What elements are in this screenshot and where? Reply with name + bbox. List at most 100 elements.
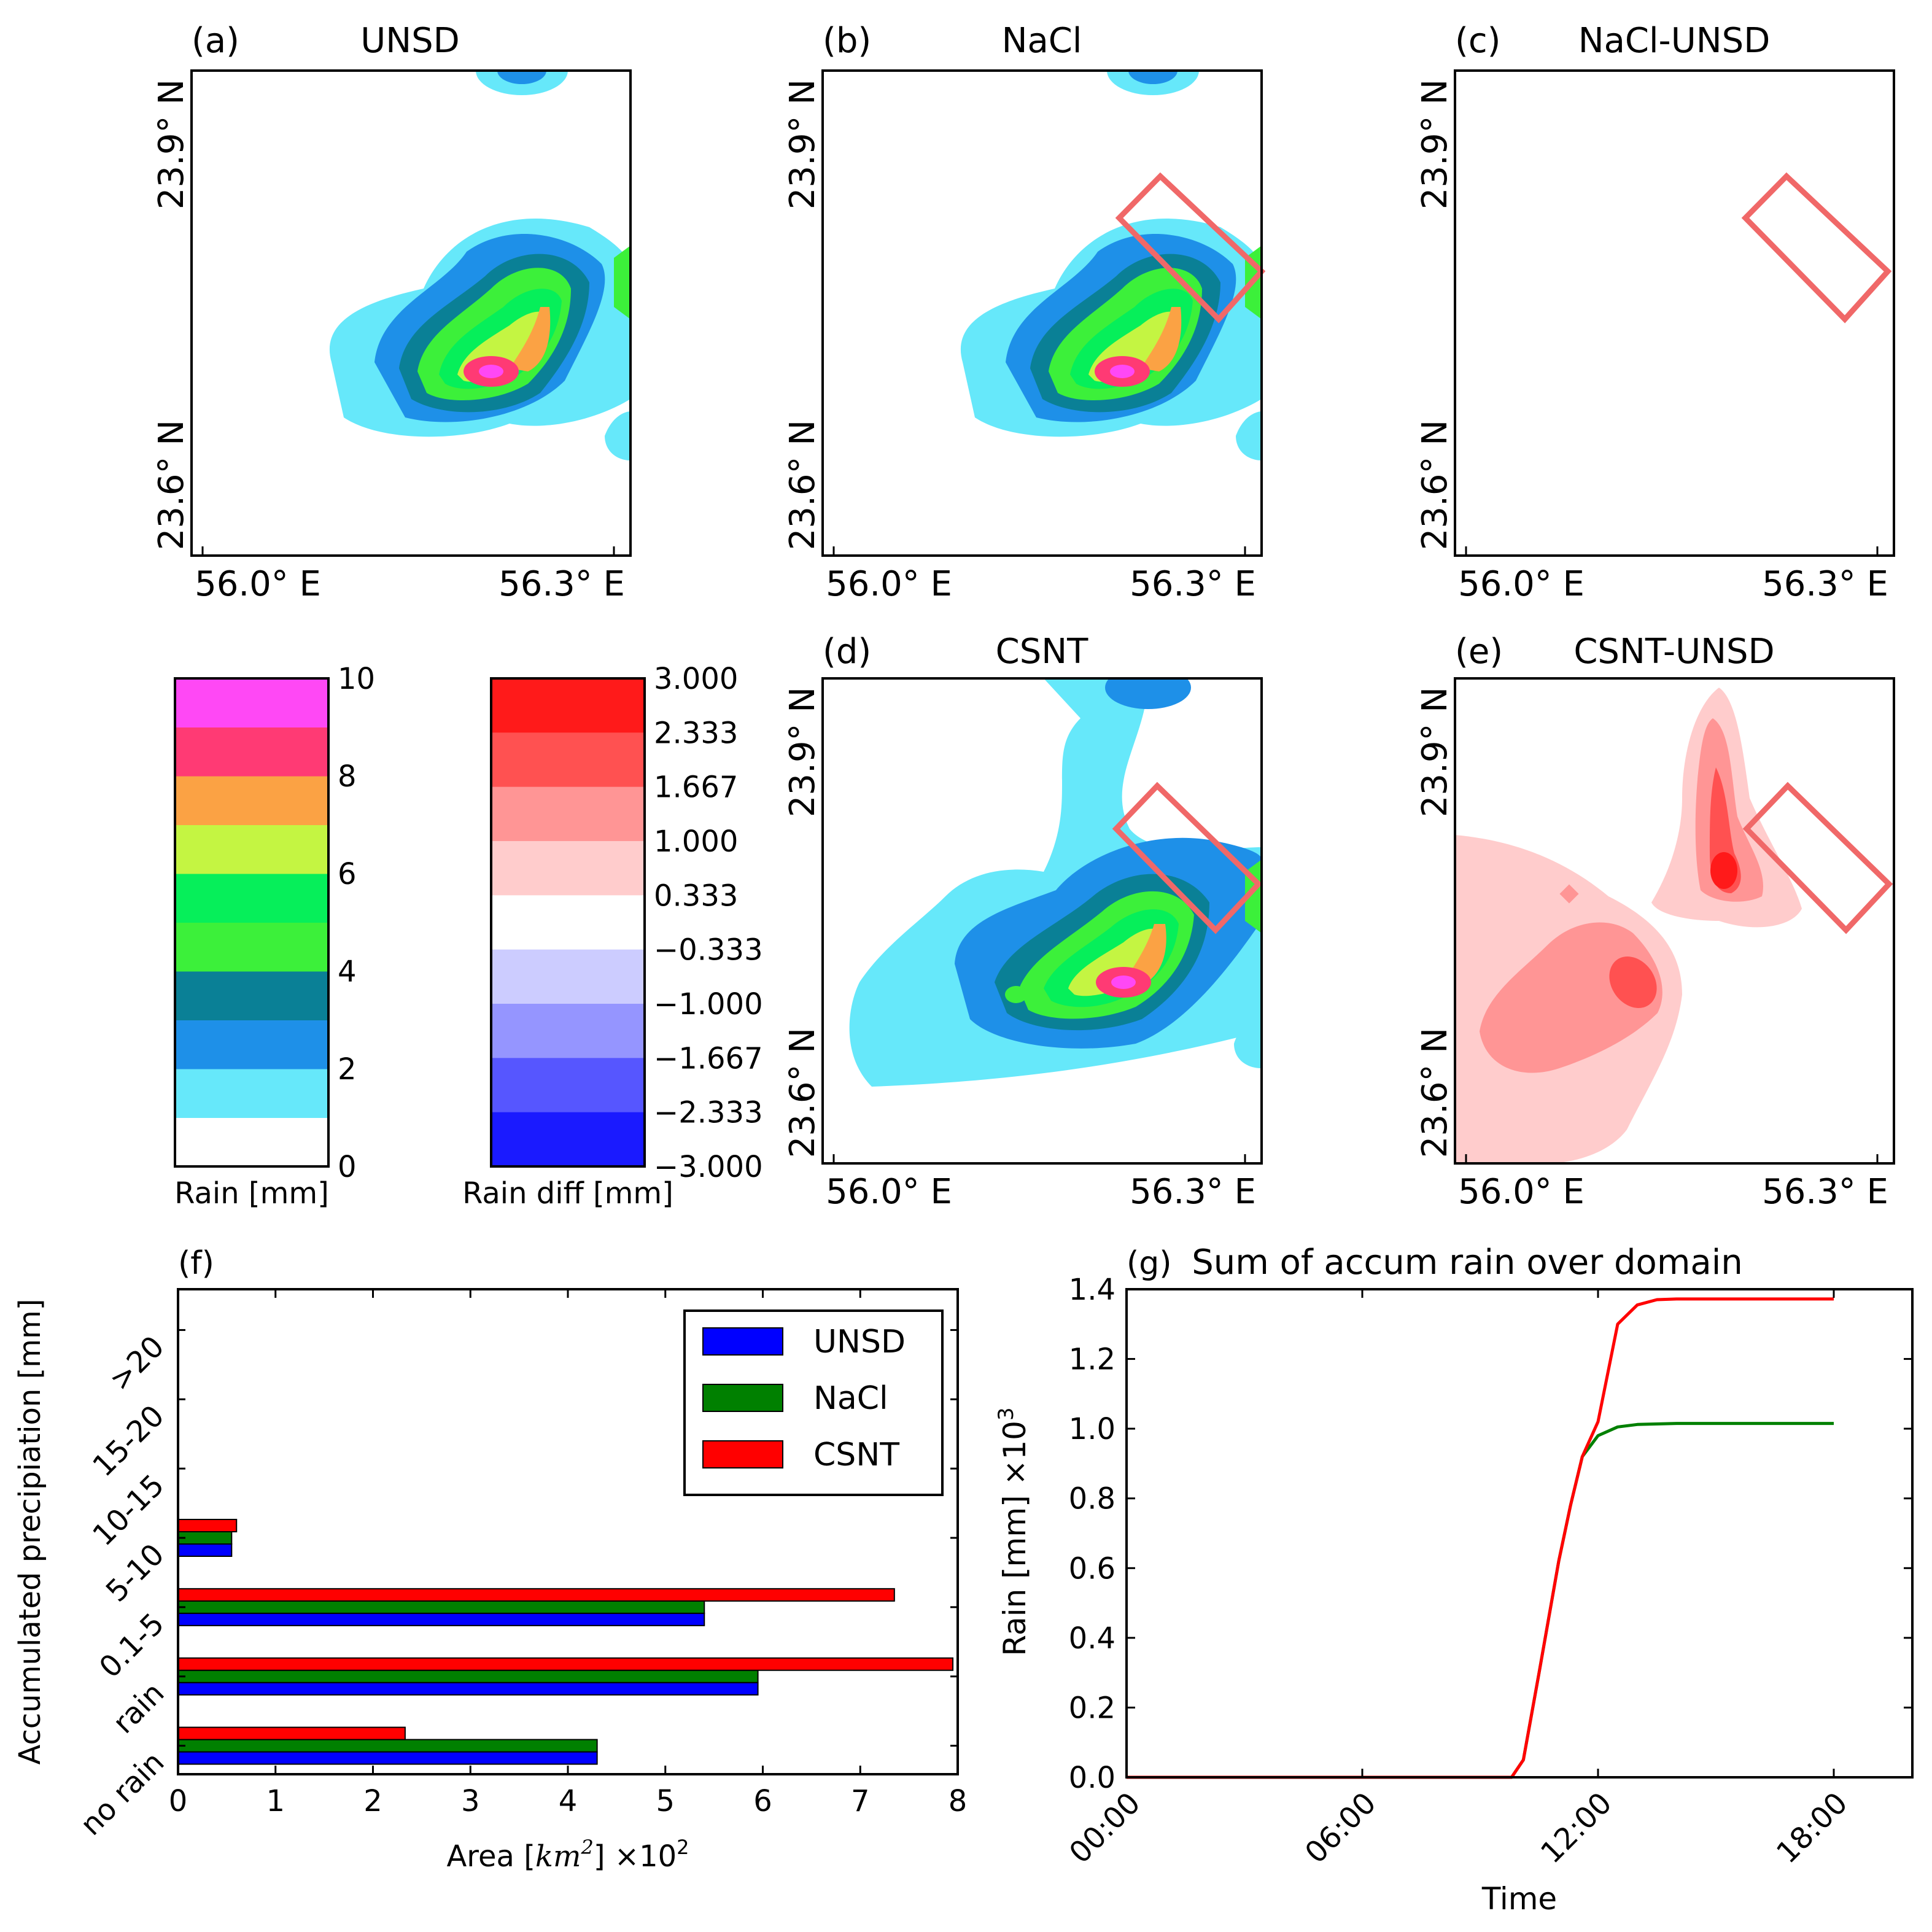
chart-g-ytick-label: 1.2 xyxy=(1069,1343,1115,1377)
bar-unsd-3 xyxy=(177,1543,233,1557)
chart-f-category-label: no rain xyxy=(74,1745,171,1842)
panel-d-tag: (d) xyxy=(823,632,871,672)
diff-colorbar-tick-label: −0.333 xyxy=(654,933,763,968)
chart-f-xlabel-scale: ] ×10 xyxy=(594,1839,677,1874)
chart-g-yticks: 0.0 0.2 0.4 0.6 0.8 1.0 1.2 1.4 xyxy=(1069,1273,1912,1795)
rain-contours-d xyxy=(849,678,1262,1087)
chart-g-title: Sum of accum rain over domain xyxy=(1192,1243,1743,1282)
panel-e-title: CSNT-UNSD xyxy=(1573,632,1774,672)
chart-f-xlabel-main: Area [ xyxy=(446,1839,535,1874)
diff-colorbar-block xyxy=(491,949,645,1004)
rain-colorbar-block xyxy=(175,727,328,777)
diff-colorbar-tick-label: 0.333 xyxy=(654,879,738,913)
chart-f-xlabel-unit: km xyxy=(535,1839,581,1874)
rain-colorbar-block xyxy=(175,1069,328,1118)
bar-csnt-0 xyxy=(177,1726,406,1740)
chart-f-tag: (f) xyxy=(178,1245,214,1282)
rain-colorbar: 0 2 4 6 8 10 Rain [mm] xyxy=(174,662,375,1211)
legend-items: UNSD NaCl CSNT xyxy=(702,1324,906,1473)
panel-e-tag: (e) xyxy=(1455,632,1503,672)
rain-colorbar-block xyxy=(175,874,328,923)
map-e-lon-1: 56.3° E xyxy=(1762,1172,1888,1212)
bar-unsd-0 xyxy=(177,1751,598,1765)
map-b-lat-0: 23.6° N xyxy=(783,420,823,550)
diff-colorbar-label: Rain diff [mm] xyxy=(462,1176,673,1211)
chart-f-xticks: 0 1 2 3 4 5 6 7 8 xyxy=(169,1289,967,1818)
chart-f-category-label: 0.1-5 xyxy=(93,1607,171,1685)
map-c-lon-1: 56.3° E xyxy=(1762,564,1888,604)
map-frame-b xyxy=(821,69,1263,557)
bar-nacl-1 xyxy=(177,1669,759,1683)
chart-g-ytick-label: 1.4 xyxy=(1069,1273,1115,1307)
panel-b-tag: (b) xyxy=(823,21,871,61)
chart-f-bars xyxy=(177,1519,954,1765)
chart-g-ytick-label: 0.4 xyxy=(1069,1621,1115,1656)
chart-g-xlabel: Time xyxy=(1481,1881,1557,1917)
diff-colorbar: 3.000 2.333 1.667 1.000 0.333 −0.333 −1.000 −1.… xyxy=(462,662,763,1211)
map-frame-c xyxy=(1454,69,1895,557)
chart-g-ytick-label: 0.0 xyxy=(1069,1761,1115,1795)
panel-c-tag: (c) xyxy=(1455,21,1500,61)
rain-colorbar-block xyxy=(175,678,328,727)
chart-g-tag: (g) xyxy=(1127,1245,1172,1282)
chart-f-category-label: >20 xyxy=(103,1329,171,1397)
legend-swatch-unsd xyxy=(702,1327,783,1356)
rain-colorbar-tick-label: 8 xyxy=(338,759,357,794)
bar-nacl-0 xyxy=(177,1739,598,1753)
map-d-lon-1: 56.3° E xyxy=(1130,1172,1256,1212)
bar-csnt-1 xyxy=(177,1657,954,1671)
map-a-lat-1: 23.9° N xyxy=(152,79,192,209)
diff-colorbar-tick-label: 1.000 xyxy=(654,824,738,859)
line-csnt xyxy=(1127,1297,1834,1779)
line-nacl xyxy=(1127,1422,1834,1779)
study-region-box-d xyxy=(1112,782,1263,934)
diff-colorbar-blocks xyxy=(491,678,645,1167)
chart-f-xtick-label: 2 xyxy=(363,1784,382,1818)
chart-g-frame xyxy=(1125,1288,1914,1779)
diff-colorbar-tick-label: 1.667 xyxy=(654,770,738,805)
map-d-lat-1: 23.9° N xyxy=(783,687,823,817)
chart-g-ytick-label: 1.0 xyxy=(1069,1412,1115,1446)
chart-f-xtick-label: 5 xyxy=(656,1784,675,1818)
chart-f-xtick-label: 1 xyxy=(266,1784,285,1818)
map-c-lat-0: 23.6° N xyxy=(1415,420,1455,550)
panel-c: (c) NaCl-UNSD 56.0° E 56.3° E 23.6° N 23… xyxy=(1415,21,1895,604)
diff-colorbar-frame xyxy=(490,677,646,1168)
study-region-box-c xyxy=(1741,172,1892,324)
study-region-box-e xyxy=(1742,782,1893,934)
panel-d: (d) CSNT 56.0° E 56.3° E 23.6° N 23.9° N xyxy=(783,632,1263,1212)
chart-g-ytick-label: 0.2 xyxy=(1069,1691,1115,1725)
chart-f-xtick-label: 4 xyxy=(559,1784,578,1818)
diff-colorbar-block xyxy=(491,1058,645,1113)
chart-f-xlabel-scale-exp: 2 xyxy=(677,1836,689,1859)
bar-nacl-2 xyxy=(177,1600,705,1614)
chart-g-xtick-label: 00:00 xyxy=(1063,1786,1147,1870)
map-d-lon-0: 56.0° E xyxy=(826,1172,952,1212)
legend-label-unsd: UNSD xyxy=(813,1324,906,1360)
panel-a: (a) UNSD 56.0° E 56.3° E 23.6° N 23.9° N xyxy=(152,21,632,604)
chart-g-plot xyxy=(1127,1297,1834,1779)
map-frame-e xyxy=(1454,677,1895,1165)
chart-f-category-label: 10-15 xyxy=(86,1468,171,1553)
map-d-lat-0: 23.6° N xyxy=(783,1028,823,1158)
diff-contours-e xyxy=(1455,688,1802,1163)
diff-colorbar-tick-label: 2.333 xyxy=(654,716,738,750)
rain-colorbar-label: Rain [mm] xyxy=(174,1176,329,1211)
rain-colorbar-block xyxy=(175,776,328,825)
diff-colorbar-tick-label: −3.000 xyxy=(654,1150,763,1184)
bar-csnt-3 xyxy=(177,1519,238,1532)
map-a-lon-1: 56.3° E xyxy=(499,564,625,604)
map-e-lon-0: 56.0° E xyxy=(1458,1172,1585,1212)
legend-swatch-nacl xyxy=(702,1384,783,1412)
legend-label-nacl: NaCl xyxy=(813,1380,888,1417)
chart-f-ylabel: Accumulated precipiation [mm] xyxy=(13,1299,47,1765)
bar-unsd-2 xyxy=(177,1612,705,1626)
rain-contours-a xyxy=(329,71,630,460)
panel-c-title: NaCl-UNSD xyxy=(1578,21,1771,61)
chart-f-category-label: 15-20 xyxy=(86,1399,171,1483)
rain-colorbar-block xyxy=(175,1117,328,1167)
map-frame-a xyxy=(190,69,632,557)
diff-colorbar-block xyxy=(491,841,645,896)
